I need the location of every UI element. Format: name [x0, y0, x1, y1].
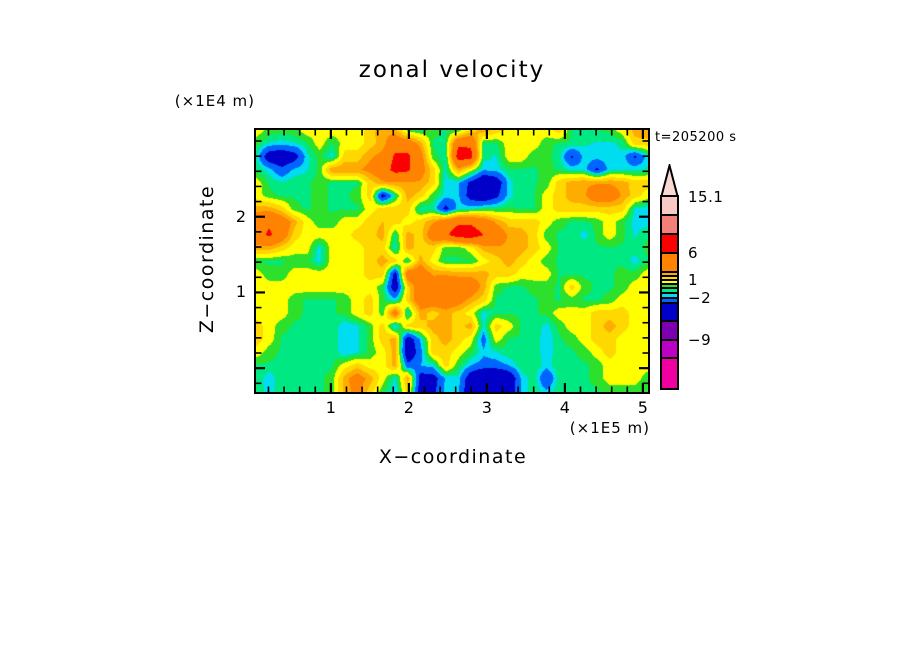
x-tick-label: 4 [559, 398, 570, 417]
x-tick-label: 1 [325, 398, 336, 417]
page-title: zonal velocity [358, 57, 546, 83]
colorbar-segment [662, 284, 677, 288]
colorbar-tick-label: 15.1 [688, 188, 724, 206]
colorbar-divider [662, 302, 677, 304]
colorbar-divider [662, 339, 677, 341]
time-label: t=205200 s [655, 130, 737, 145]
plot-frame [254, 128, 650, 394]
axis-ticks [256, 130, 648, 392]
colorbar-divider [662, 271, 677, 273]
colorbar-divider [662, 357, 677, 359]
contour-plot-canvas [256, 130, 648, 392]
colorbar-segment [662, 197, 677, 215]
colorbar-divider [662, 320, 677, 322]
x-axis-title: X−coordinate [378, 446, 528, 468]
colorbar-segment [662, 288, 677, 293]
colorbar-divider [662, 287, 677, 289]
x-tick-label: 2 [403, 398, 414, 417]
x-tick-label: 5 [637, 398, 648, 417]
colorbar-divider [662, 279, 677, 281]
colorbar-tick-label: 6 [688, 244, 699, 262]
z-tick-label: 1 [235, 282, 246, 302]
colorbar-tick-label: 1 [688, 271, 699, 289]
colorbar-segment [662, 215, 677, 234]
colorbar-tick-label: −2 [688, 289, 712, 307]
colorbar-segment [662, 303, 677, 321]
colorbar-segment [662, 298, 677, 303]
colorbar-divider [662, 233, 677, 235]
z-tick-label: 2 [235, 206, 246, 226]
x-axis-unit: (×1E5 m) [569, 419, 650, 437]
colorbar-segment [662, 280, 677, 284]
colorbar-segment [662, 276, 677, 280]
colorbar-segment [662, 340, 677, 358]
colorbar-divider [662, 214, 677, 216]
colorbar-tick-label: −9 [688, 331, 712, 349]
colorbar-divider [662, 252, 677, 254]
colorbar-divider [662, 292, 677, 294]
x-tick-label: 3 [481, 398, 492, 417]
colorbar-segment [662, 272, 677, 276]
z-axis-unit: (×1E4 m) [174, 92, 255, 110]
colorbar-segment [662, 321, 677, 340]
colorbar-arrow-tip [660, 164, 679, 197]
colorbar [660, 195, 679, 390]
colorbar-segment [662, 358, 677, 388]
colorbar-divider [662, 297, 677, 299]
colorbar-segment [662, 253, 677, 272]
colorbar-divider [662, 275, 677, 277]
colorbar-segment [662, 293, 677, 298]
colorbar-segment [662, 234, 677, 253]
colorbar-divider [662, 283, 677, 285]
